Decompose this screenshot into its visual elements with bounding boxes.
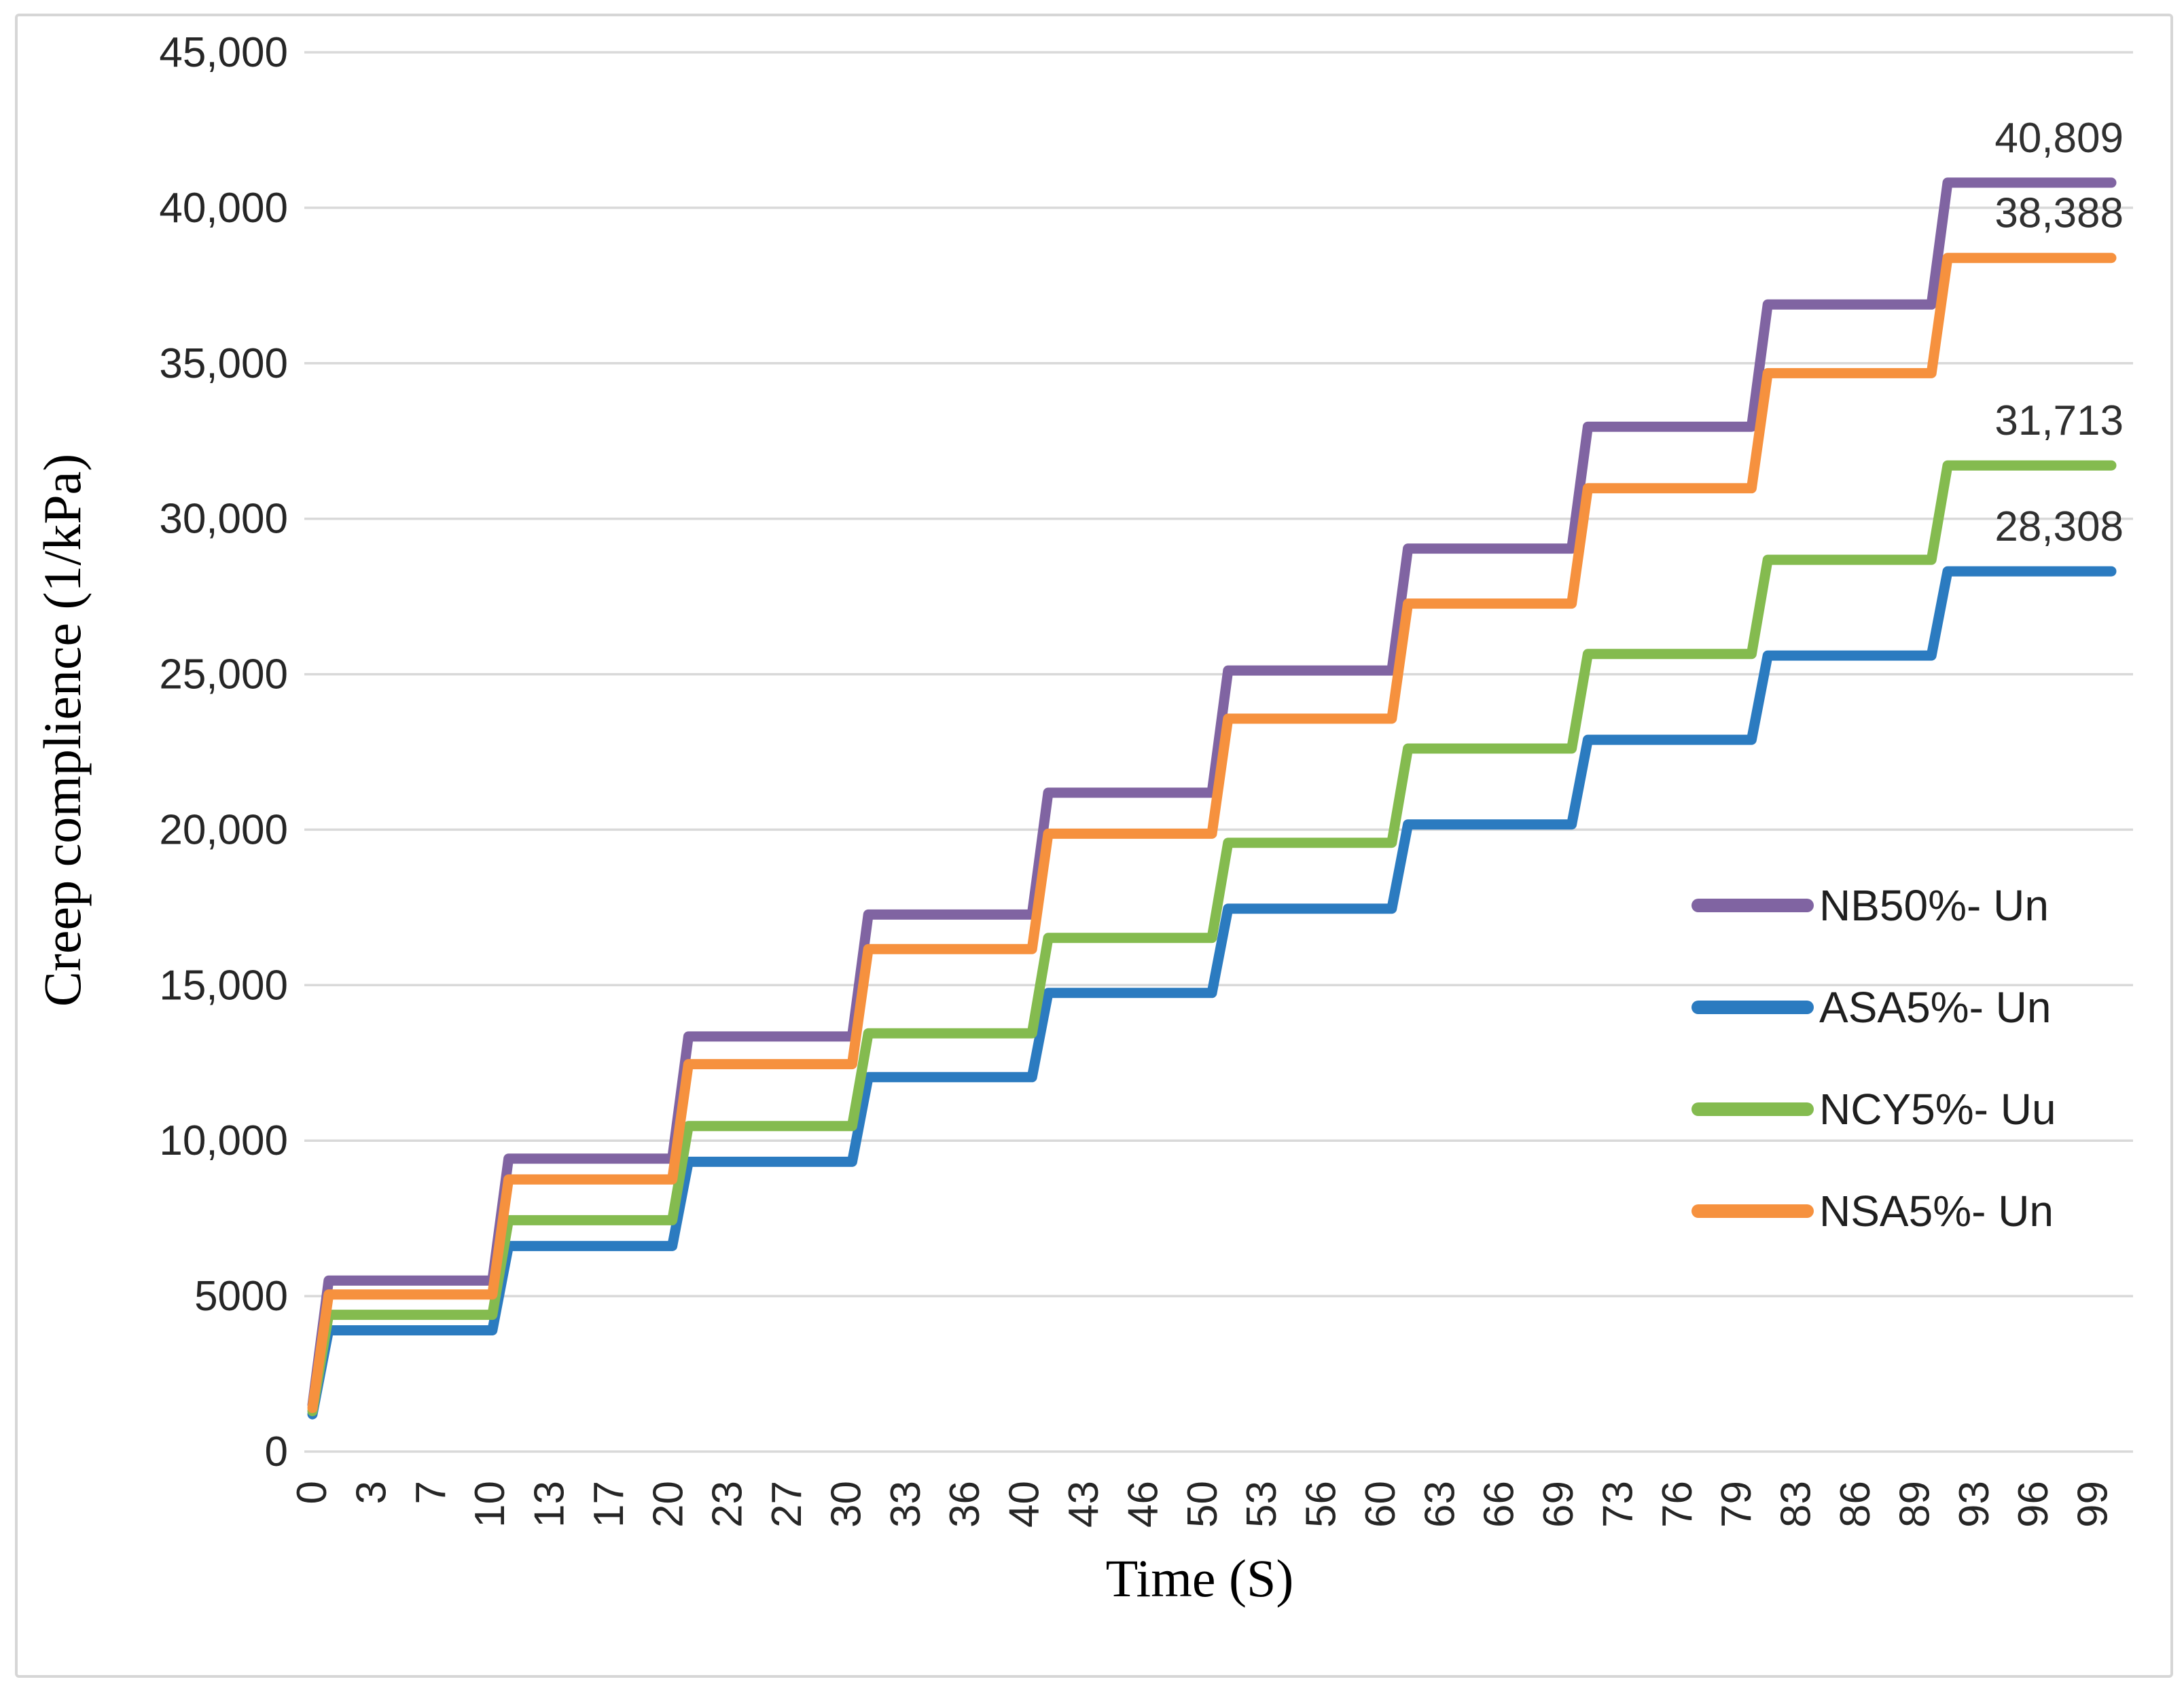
y-axis-tick-labels: 0 5000 10,000 15,000 20,000 25,000 30,000 35,00…	[159, 29, 288, 1475]
x-axis-tick-label: 63	[1416, 1481, 1463, 1528]
data-labels: 40,809 28,308 31,713 38,388	[1994, 115, 2124, 550]
x-axis-tick-label: 56	[1298, 1481, 1345, 1528]
x-axis-tick-label: 60	[1357, 1481, 1404, 1528]
legend-item-nb50-un: NB50%- Un	[1691, 881, 2049, 930]
y-axis-tick-label: 40,000	[159, 185, 288, 232]
y-axis-tick-label: 35,000	[159, 340, 288, 387]
y-axis-tick-label: 25,000	[159, 651, 288, 698]
data-label-ncy5-uu: 31,713	[1994, 397, 2124, 444]
x-axis-title: Time (S)	[1106, 1549, 1294, 1608]
x-axis-tick-label: 23	[704, 1481, 751, 1528]
x-axis-tick-label: 76	[1654, 1481, 1701, 1528]
y-axis-tick-label: 5000	[194, 1273, 288, 1320]
x-axis-tick-label: 0	[289, 1481, 336, 1504]
x-axis-tick-label: 96	[2010, 1481, 2057, 1528]
y-axis-tick-label: 15,000	[159, 962, 288, 1009]
legend-item-asa5-un: ASA5%- Un	[1691, 983, 2051, 1032]
x-axis-tick-label: 43	[1060, 1481, 1107, 1528]
x-axis-tick-label: 30	[823, 1481, 870, 1528]
data-label-nb50-un: 40,809	[1994, 115, 2124, 162]
legend-item-ncy5-uu: NCY5%- Uu	[1691, 1085, 2056, 1134]
y-axis-tick-label: 20,000	[159, 806, 288, 853]
x-axis-tick-label: 13	[526, 1481, 573, 1528]
x-axis-tick-label: 69	[1535, 1481, 1582, 1528]
x-axis-tick-label: 66	[1476, 1481, 1523, 1528]
data-label-asa5-un: 28,308	[1994, 503, 2124, 550]
x-axis-tick-label: 20	[645, 1481, 692, 1528]
legend-item-nsa5-un: NSA5%- Un	[1691, 1187, 2054, 1236]
x-axis-tick-label: 99	[2070, 1481, 2117, 1528]
x-axis-tick-label: 7	[408, 1481, 454, 1504]
y-axis-title: Creep complience (1/kPa)	[33, 454, 92, 1007]
legend-label: NB50%- Un	[1819, 881, 2049, 930]
x-axis-tick-label: 93	[1951, 1481, 1998, 1528]
y-axis-tick-label: 30,000	[159, 496, 288, 543]
series-line-nb50-un	[307, 177, 2117, 1410]
x-axis-tick-label: 79	[1713, 1481, 1760, 1528]
legend: NB50%- Un ASA5%- Un NCY5%- Uu NSA5%- Un	[1691, 881, 2056, 1236]
y-axis-tick-label: 0	[265, 1428, 288, 1475]
x-axis-tick-label: 50	[1179, 1481, 1226, 1528]
series-lines	[307, 177, 2117, 1420]
y-axis-tick-label: 45,000	[159, 29, 288, 76]
x-axis-tick-label: 73	[1594, 1481, 1641, 1528]
x-axis-tick-label: 10	[467, 1481, 514, 1528]
legend-label: ASA5%- Un	[1819, 983, 2051, 1032]
x-axis-tick-label: 83	[1773, 1481, 1820, 1528]
x-axis-tick-label: 40	[1001, 1481, 1048, 1528]
x-axis-tick-label: 3	[348, 1481, 395, 1504]
legend-label: NCY5%- Uu	[1819, 1085, 2056, 1134]
x-axis-tick-label: 27	[764, 1481, 810, 1528]
legend-label: NSA5%- Un	[1819, 1187, 2054, 1236]
series-line-ncy5-uu	[307, 460, 2117, 1416]
data-label-nsa5-un: 38,388	[1994, 190, 2124, 237]
figure-border	[15, 14, 2173, 1678]
x-axis-tick-labels: 0 3 7 10 13 17 20 23 27 30 33 36 40 43 46 50 53 56 60 63 66 6…	[289, 1481, 2117, 1528]
gridlines	[304, 51, 2133, 1453]
x-axis-tick-label: 36	[942, 1481, 988, 1528]
series-line-asa5-un	[307, 566, 2117, 1420]
x-axis-tick-label: 17	[586, 1481, 632, 1528]
x-axis-tick-label: 86	[1832, 1481, 1879, 1528]
x-axis-tick-label: 89	[1891, 1481, 1938, 1528]
x-axis-tick-label: 53	[1238, 1481, 1285, 1528]
y-axis-tick-label: 10,000	[159, 1117, 288, 1164]
series-line-nsa5-un	[307, 253, 2117, 1414]
x-axis-tick-label: 33	[882, 1481, 929, 1528]
x-axis-tick-label: 46	[1120, 1481, 1166, 1528]
